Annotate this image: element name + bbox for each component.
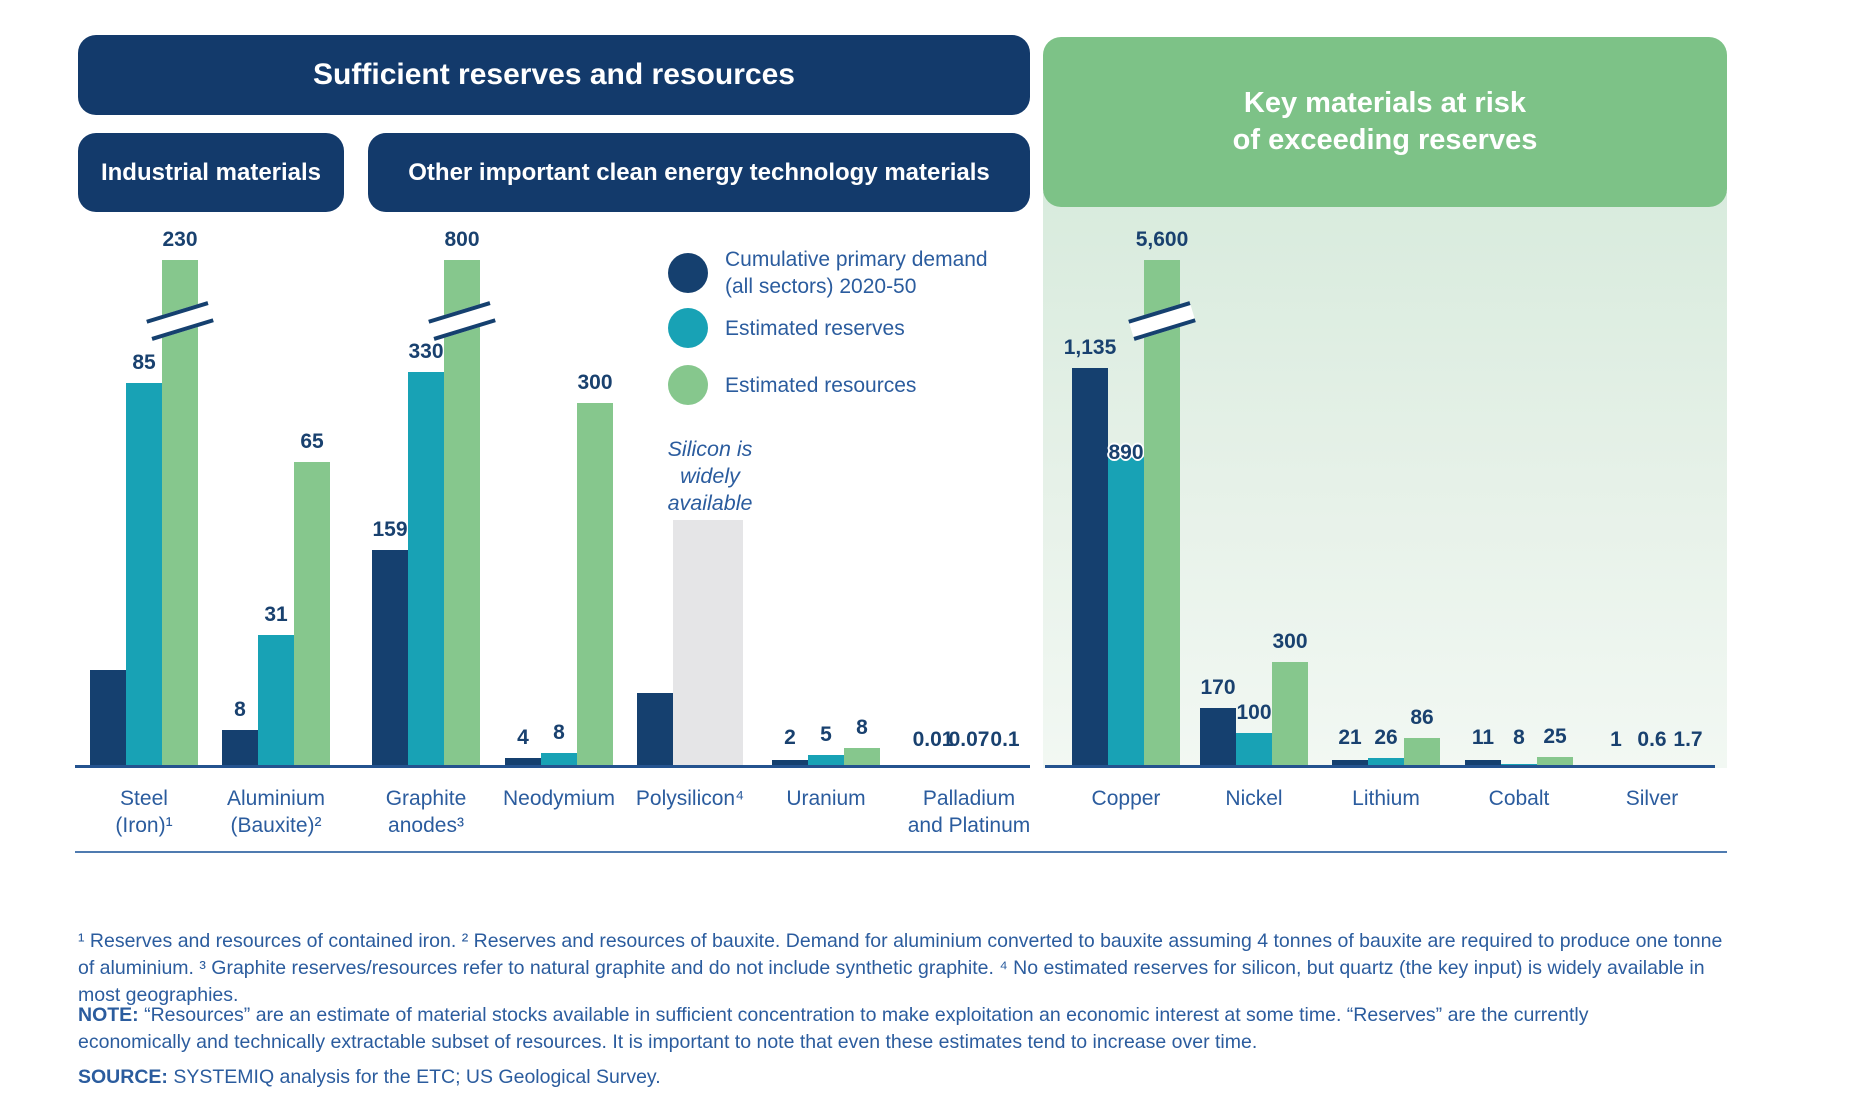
value-label-uranium-resources: 8 — [856, 716, 868, 739]
header-other-clean-energy-materials: Other important clean energy technology … — [368, 133, 1030, 212]
neodymium-reserves-bar — [541, 753, 577, 768]
right-chart-baseline — [1045, 765, 1715, 768]
neodymium-demand-bar — [505, 758, 541, 768]
value-label-palladium-platinum-resources: 0.1 — [990, 728, 1020, 751]
note-label: NOTE: — [78, 1004, 139, 1026]
copper-resources-bar — [1144, 260, 1180, 768]
source-text: SYSTEMIQ analysis for the ETC; US Geolog… — [167, 1066, 661, 1088]
value-label-cobalt-demand: 11 — [1471, 726, 1495, 749]
aluminium-demand-bar — [222, 730, 258, 768]
header-sufficient-reserves: Sufficient reserves and resources — [78, 35, 1030, 115]
steel-reserves-bar — [126, 383, 162, 768]
lithium-reserves-bar — [1368, 758, 1404, 768]
legend-item-resources: Estimated resources — [668, 365, 916, 405]
reserves-legend-dot-icon — [668, 308, 708, 348]
steel-demand-bar — [90, 670, 126, 768]
cobalt-demand-bar — [1465, 760, 1501, 768]
value-label-lithium-resources: 86 — [1410, 706, 1434, 729]
category-label-nickel: Nickel — [1225, 787, 1283, 810]
graphite-anodes-demand-bar — [372, 550, 408, 768]
footnotes-paragraph: ¹ Reserves and resources of contained ir… — [78, 930, 1723, 1006]
value-label-copper-demand: 1,135 — [1063, 336, 1117, 359]
category-label-neodymium: Neodymium — [502, 787, 616, 810]
graphite-anodes-reserves-bar — [408, 372, 444, 768]
nickel-reserves-bar — [1236, 733, 1272, 768]
value-label-lithium-demand: 21 — [1338, 726, 1362, 749]
header-industrial-materials: Industrial materials — [78, 133, 344, 212]
value-label-palladium-platinum-reserves: 0.07 — [948, 728, 990, 751]
aluminium-resources-bar — [294, 462, 330, 768]
value-label-palladium-platinum-demand: 0.01 — [912, 728, 954, 751]
uranium-reserves-bar — [808, 755, 844, 768]
legend-item-reserves: Estimated reserves — [668, 308, 905, 348]
value-label-nickel-demand: 170 — [1200, 676, 1236, 699]
polysilicon-demand-bar — [637, 693, 673, 768]
value-label-cobalt-reserves: 8 — [1513, 726, 1525, 749]
lithium-resources-bar — [1404, 738, 1440, 768]
aluminium-reserves-bar — [258, 635, 294, 768]
left-chart-baseline — [75, 765, 1030, 768]
copper-demand-bar — [1072, 368, 1108, 768]
value-label-silver-reserves: 0.6 — [1637, 728, 1667, 751]
note-paragraph: NOTE: “Resources” are an estimate of mat… — [78, 1002, 1678, 1056]
value-label-copper-resources: 5,600 — [1135, 228, 1189, 251]
value-label-silver-resources: 1.7 — [1673, 728, 1703, 751]
nickel-demand-bar — [1200, 708, 1236, 768]
value-label-graphite-anodes-resources: 800 — [444, 228, 480, 251]
value-label-graphite-anodes-demand: 159 — [372, 518, 408, 541]
polysilicon-gray-bar — [673, 520, 743, 768]
value-label-neodymium-reserves: 8 — [553, 721, 565, 744]
silicon-availability-note: Silicon is widely available — [667, 437, 753, 515]
legend-label-resources: Estimated resources — [725, 373, 917, 397]
value-label-steel-resources: 230 — [162, 228, 198, 251]
value-label-graphite-anodes-reserves: 330 — [408, 340, 444, 363]
category-label-uranium: Uranium — [786, 787, 866, 810]
category-label-silver: Silver — [1625, 787, 1679, 810]
note-text: “Resources” are an estimate of material … — [78, 1004, 1589, 1053]
category-label-steel: Steel (Iron)¹ — [115, 787, 173, 837]
value-label-steel-reserves: 85 — [132, 351, 156, 374]
source-label: SOURCE: — [78, 1066, 168, 1088]
cobalt-resources-bar — [1537, 757, 1573, 768]
value-label-copper-reserves: 890 — [1108, 441, 1144, 464]
uranium-demand-bar — [772, 760, 808, 768]
category-label-cobalt: Cobalt — [1488, 787, 1550, 810]
value-label-nickel-reserves: 100 — [1236, 701, 1272, 724]
source-paragraph: SOURCE: SYSTEMIQ analysis for the ETC; U… — [78, 1064, 1678, 1091]
legend-label-reserves: Estimated reserves — [725, 316, 905, 340]
uranium-resources-bar — [844, 748, 880, 768]
nickel-resources-bar — [1272, 662, 1308, 768]
value-label-aluminium-reserves: 31 — [264, 603, 288, 626]
value-label-uranium-reserves: 5 — [820, 723, 832, 746]
legend-item-demand: Cumulative primary demand (all sectors) … — [668, 246, 988, 300]
category-label-aluminium: Aluminium (Bauxite)² — [226, 787, 326, 837]
legend-label-demand: Cumulative primary demand (all sectors) … — [725, 248, 988, 298]
lithium-demand-bar — [1332, 760, 1368, 768]
neodymium-resources-bar — [577, 403, 613, 768]
footer-divider-line — [75, 851, 1727, 853]
copper-reserves-bar — [1108, 455, 1144, 768]
header-key-materials-at-risk: Key materials at risk of exceeding reser… — [1043, 37, 1727, 207]
value-label-aluminium-resources: 65 — [300, 430, 324, 453]
category-label-copper: Copper — [1091, 787, 1161, 810]
category-label-graphite-anodes: Graphite anodes³ — [385, 787, 467, 837]
value-label-aluminium-demand: 8 — [234, 698, 246, 721]
resources-legend-dot-icon — [668, 365, 708, 405]
value-label-cobalt-resources: 25 — [1543, 725, 1567, 748]
category-label-lithium: Lithium — [1352, 787, 1420, 810]
value-label-neodymium-demand: 4 — [517, 726, 529, 749]
value-label-neodymium-resources: 300 — [577, 371, 613, 394]
demand-legend-dot-icon — [668, 253, 708, 293]
graphite-anodes-resources-bar — [444, 260, 480, 768]
steel-resources-bar — [162, 260, 198, 768]
category-label-polysilicon: Polysilicon⁴ — [635, 787, 745, 810]
value-label-nickel-resources: 300 — [1272, 630, 1308, 653]
value-label-silver-demand: 1 — [1610, 728, 1622, 751]
value-label-lithium-reserves: 26 — [1374, 726, 1398, 749]
value-label-uranium-demand: 2 — [784, 726, 796, 749]
category-label-palladium-platinum: Palladium and Platinum — [907, 787, 1031, 837]
